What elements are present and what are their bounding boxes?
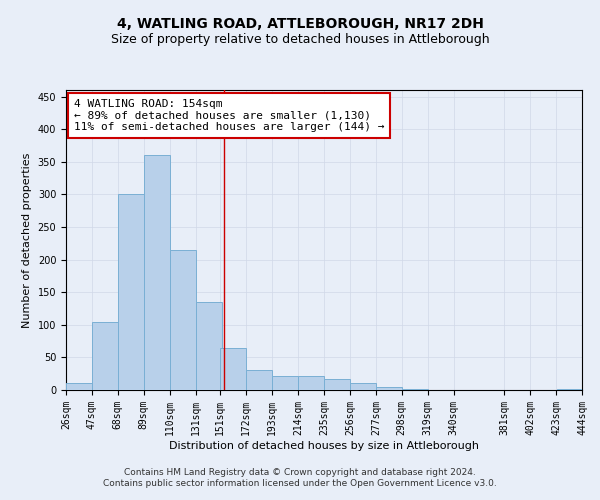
Text: 4, WATLING ROAD, ATTLEBOROUGH, NR17 2DH: 4, WATLING ROAD, ATTLEBOROUGH, NR17 2DH	[116, 18, 484, 32]
Bar	[196, 302, 221, 390]
Text: Contains HM Land Registry data © Crown copyright and database right 2024.
Contai: Contains HM Land Registry data © Crown c…	[103, 468, 497, 487]
Bar	[92, 322, 118, 390]
Bar	[376, 388, 402, 390]
Text: 4 WATLING ROAD: 154sqm
← 89% of detached houses are smaller (1,130)
11% of semi-: 4 WATLING ROAD: 154sqm ← 89% of detached…	[74, 99, 384, 132]
Bar	[118, 194, 144, 390]
Bar	[144, 155, 170, 390]
Bar	[298, 376, 324, 390]
Bar	[170, 250, 196, 390]
Bar	[350, 384, 376, 390]
Bar	[246, 370, 272, 390]
Y-axis label: Number of detached properties: Number of detached properties	[22, 152, 32, 328]
Bar	[324, 379, 350, 390]
Bar	[272, 376, 298, 390]
X-axis label: Distribution of detached houses by size in Attleborough: Distribution of detached houses by size …	[169, 440, 479, 450]
Text: Size of property relative to detached houses in Attleborough: Size of property relative to detached ho…	[110, 32, 490, 46]
Bar	[220, 348, 246, 390]
Bar	[66, 384, 92, 390]
